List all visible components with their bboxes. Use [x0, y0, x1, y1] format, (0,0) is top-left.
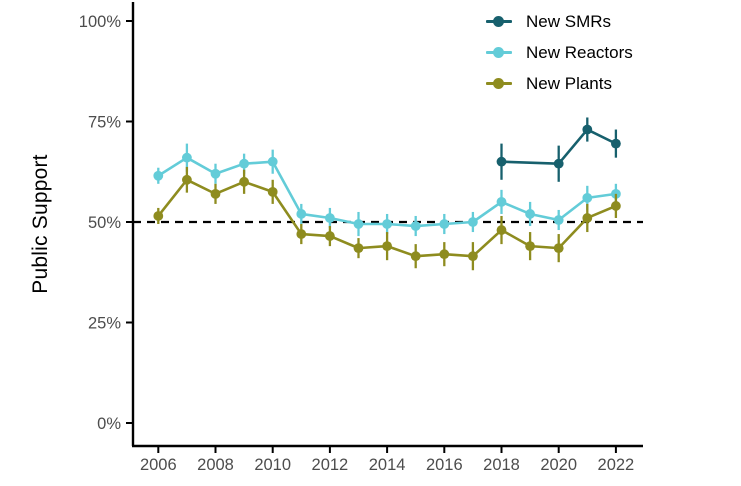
- legend-marker-new-plants-icon: [486, 77, 512, 90]
- data-point: [182, 152, 192, 163]
- series-line-new-smrs: [501, 128, 617, 166]
- data-point: [525, 209, 535, 219]
- data-point: [496, 197, 507, 207]
- x-tick-label: 2020: [540, 456, 577, 474]
- data-point: [553, 215, 564, 225]
- x-tick-label: 2014: [369, 456, 406, 474]
- y-axis-title: Public Support: [29, 154, 52, 294]
- legend-item-new-smrs: New SMRs: [486, 8, 633, 35]
- data-point: [439, 249, 450, 260]
- data-point: [382, 241, 392, 252]
- data-point: [353, 219, 364, 229]
- y-tick-label: 100%: [79, 13, 122, 31]
- data-point: [553, 243, 564, 254]
- data-point: [611, 201, 621, 211]
- legend-label-new-plants: New Plants: [526, 73, 612, 93]
- data-point: [611, 138, 621, 149]
- data-point: [267, 186, 278, 197]
- data-point: [239, 176, 250, 187]
- data-point: [582, 192, 593, 203]
- x-tick-label: 2010: [254, 456, 291, 474]
- data-point: [296, 209, 307, 219]
- x-tick-label: 2006: [140, 456, 177, 474]
- x-tick-label: 2022: [598, 456, 635, 474]
- x-tick-label: 2008: [197, 456, 234, 474]
- x-tick-label: 2012: [312, 456, 349, 474]
- data-point: [496, 156, 507, 167]
- x-tick-label: 2016: [426, 456, 463, 474]
- data-point: [468, 217, 478, 227]
- y-tick-label: 25%: [88, 315, 121, 333]
- data-point: [410, 251, 421, 262]
- data-point: [296, 229, 307, 239]
- data-point: [239, 158, 250, 169]
- data-point: [182, 174, 192, 185]
- legend-marker-new-smrs-icon: [486, 15, 512, 28]
- data-point: [353, 243, 364, 254]
- data-point: [382, 219, 392, 229]
- legend-item-new-plants: New Plants: [486, 70, 633, 97]
- data-point: [325, 231, 335, 241]
- data-point: [439, 219, 450, 229]
- legend-label-new-smrs: New SMRs: [526, 11, 612, 31]
- legend: New SMRs New Reactors New Plants: [486, 8, 633, 101]
- y-tick-label: 0%: [97, 415, 121, 433]
- data-point: [582, 213, 593, 223]
- data-point: [553, 158, 564, 169]
- y-tick-label: 75%: [88, 114, 121, 132]
- data-point: [496, 225, 507, 235]
- data-point: [153, 211, 164, 221]
- legend-label-new-reactors: New Reactors: [526, 42, 633, 62]
- data-point: [210, 188, 221, 199]
- data-point: [582, 124, 593, 135]
- x-tick-label: 2018: [483, 456, 520, 474]
- data-point: [325, 213, 335, 223]
- data-point: [153, 170, 164, 181]
- y-tick-label: 50%: [88, 214, 121, 232]
- data-point: [468, 251, 478, 262]
- data-point: [525, 241, 535, 252]
- legend-item-new-reactors: New Reactors: [486, 39, 633, 66]
- data-point: [267, 156, 278, 167]
- data-point: [210, 168, 221, 179]
- data-point: [410, 221, 421, 231]
- legend-marker-new-reactors-icon: [486, 46, 512, 59]
